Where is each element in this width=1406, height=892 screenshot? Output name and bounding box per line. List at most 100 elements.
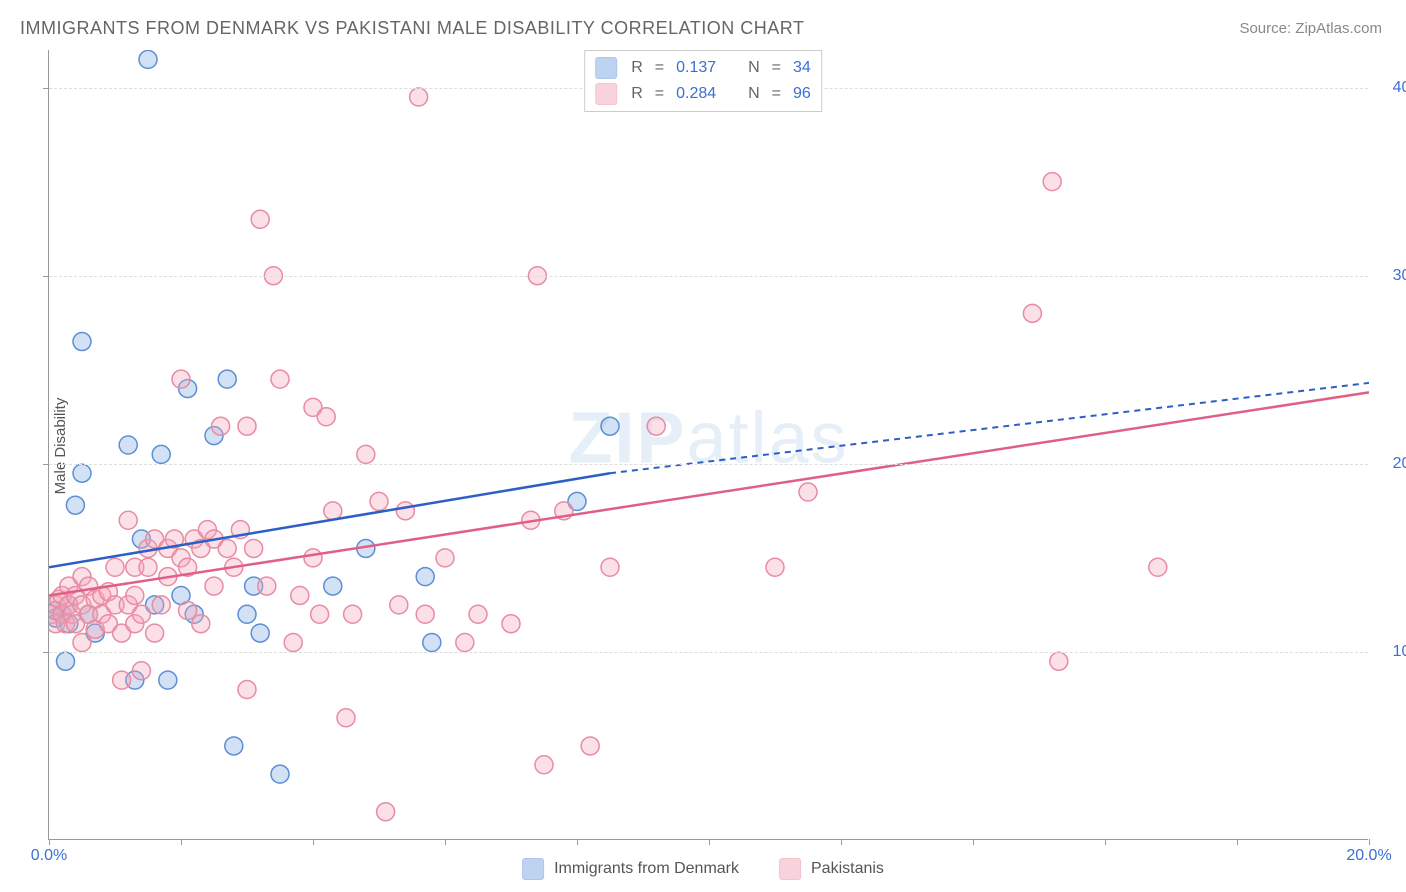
scatter-point: [205, 577, 223, 595]
scatter-point: [146, 624, 164, 642]
scatter-point: [324, 577, 342, 595]
scatter-point: [119, 436, 137, 454]
x-tick-mark: [1369, 839, 1370, 845]
scatter-point: [106, 558, 124, 576]
scatter-point: [251, 624, 269, 642]
gridline: [49, 276, 1368, 277]
y-tick-label: 20.0%: [1378, 455, 1406, 473]
scatter-point: [238, 681, 256, 699]
y-tick-mark: [43, 276, 49, 277]
scatter-point: [766, 558, 784, 576]
scatter-point: [647, 417, 665, 435]
scatter-point: [179, 602, 197, 620]
scatter-point: [238, 605, 256, 623]
legend-r-label: R: [631, 85, 643, 103]
scatter-point: [396, 502, 414, 520]
legend-swatch: [522, 858, 544, 880]
trend-line-extension: [610, 383, 1369, 473]
legend-swatch: [595, 83, 617, 105]
scatter-point: [271, 765, 289, 783]
scatter-point: [1050, 652, 1068, 670]
correlation-legend: R = 0.137 N = 34 R = 0.284 N = 96: [584, 50, 822, 112]
x-tick-mark: [1237, 839, 1238, 845]
chart-plot-area: ZIPatlas 10.0%20.0%30.0%40.0%0.0%20.0%: [48, 50, 1368, 840]
scatter-point: [502, 615, 520, 633]
legend-n-value: 34: [793, 59, 811, 77]
scatter-point: [1023, 304, 1041, 322]
y-tick-label: 30.0%: [1378, 267, 1406, 285]
scatter-point: [1043, 173, 1061, 191]
series-legend-item: Immigrants from Denmark: [522, 858, 739, 880]
y-tick-mark: [43, 88, 49, 89]
legend-r-label: R: [631, 59, 643, 77]
scatter-point: [271, 370, 289, 388]
scatter-point: [218, 370, 236, 388]
x-tick-label: 20.0%: [1346, 847, 1391, 865]
scatter-point: [218, 539, 236, 557]
scatter-point: [416, 568, 434, 586]
scatter-point: [390, 596, 408, 614]
y-tick-label: 40.0%: [1378, 79, 1406, 97]
series-name: Immigrants from Denmark: [554, 860, 739, 878]
scatter-point: [258, 577, 276, 595]
x-tick-mark: [973, 839, 974, 845]
series-legend-item: Pakistanis: [779, 858, 884, 880]
scatter-point: [152, 596, 170, 614]
legend-eq: =: [655, 85, 664, 103]
scatter-point: [159, 671, 177, 689]
scatter-point: [73, 464, 91, 482]
scatter-point: [317, 408, 335, 426]
legend-n-value: 96: [793, 85, 811, 103]
scatter-point: [291, 586, 309, 604]
legend-swatch: [595, 57, 617, 79]
x-tick-mark: [313, 839, 314, 845]
source-attribution: Source: ZipAtlas.com: [1239, 20, 1382, 37]
scatter-point: [436, 549, 454, 567]
scatter-point: [132, 605, 150, 623]
scatter-point: [469, 605, 487, 623]
legend-row: R = 0.137 N = 34: [595, 55, 811, 81]
scatter-point: [370, 492, 388, 510]
x-tick-mark: [445, 839, 446, 845]
scatter-point: [601, 417, 619, 435]
scatter-point: [132, 662, 150, 680]
y-tick-label: 10.0%: [1378, 643, 1406, 661]
scatter-point: [73, 333, 91, 351]
legend-n-label: N: [748, 59, 760, 77]
scatter-point: [324, 502, 342, 520]
x-tick-mark: [181, 839, 182, 845]
scatter-point: [245, 539, 263, 557]
scatter-point: [126, 586, 144, 604]
legend-r-value: 0.137: [676, 59, 726, 77]
legend-swatch: [779, 858, 801, 880]
legend-eq: =: [655, 59, 664, 77]
legend-eq: =: [772, 59, 781, 77]
scatter-point: [311, 605, 329, 623]
scatter-point: [799, 483, 817, 501]
scatter-point: [410, 88, 428, 106]
legend-row: R = 0.284 N = 96: [595, 81, 811, 107]
gridline: [49, 652, 1368, 653]
legend-r-value: 0.284: [676, 85, 726, 103]
scatter-point: [212, 417, 230, 435]
legend-eq: =: [772, 85, 781, 103]
x-tick-mark: [841, 839, 842, 845]
scatter-point: [251, 210, 269, 228]
x-tick-mark: [49, 839, 50, 845]
scatter-point: [304, 549, 322, 567]
scatter-point: [581, 737, 599, 755]
scatter-point: [601, 558, 619, 576]
legend-n-label: N: [748, 85, 760, 103]
scatter-point: [377, 803, 395, 821]
scatter-point: [344, 605, 362, 623]
y-tick-mark: [43, 652, 49, 653]
x-tick-mark: [1105, 839, 1106, 845]
scatter-point: [139, 50, 157, 68]
scatter-point: [225, 737, 243, 755]
scatter-svg: [49, 50, 1369, 840]
scatter-point: [66, 496, 84, 514]
scatter-point: [113, 671, 131, 689]
scatter-point: [238, 417, 256, 435]
scatter-point: [1149, 558, 1167, 576]
scatter-point: [416, 605, 434, 623]
